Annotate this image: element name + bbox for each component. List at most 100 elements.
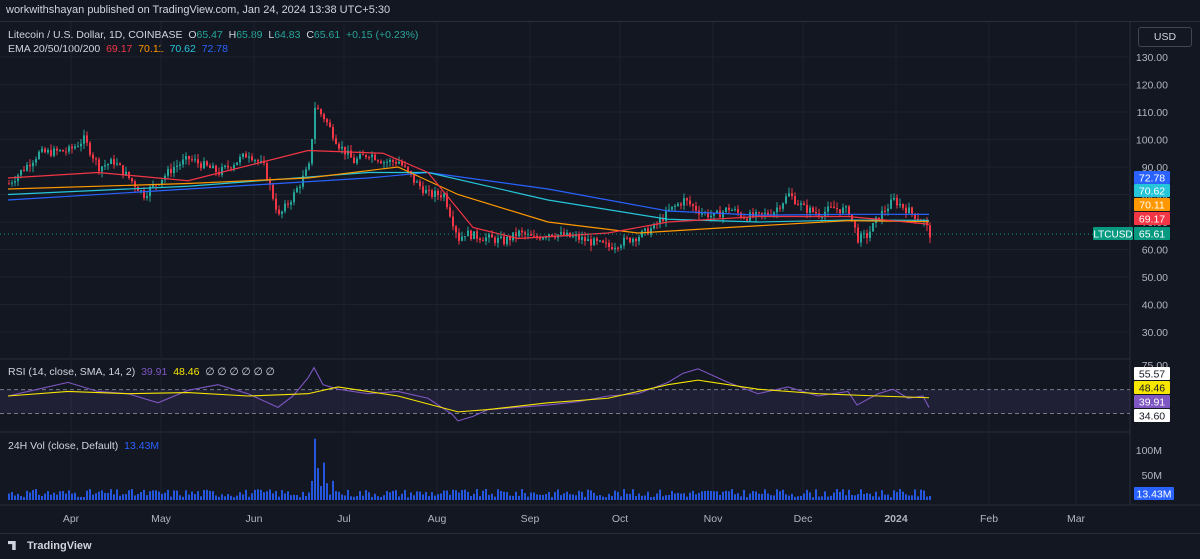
candle-body (470, 230, 472, 240)
price-tag (1134, 212, 1170, 225)
rsi-value: 39.91 (141, 366, 168, 378)
published-line: workwithshayan published on TradingView.… (6, 4, 391, 16)
candle-body (23, 170, 25, 172)
volume-bar (737, 493, 739, 500)
candle-body (14, 181, 16, 183)
brand-label: TradingView (27, 540, 92, 552)
rsi-placeholders: ∅ ∅ ∅ ∅ ∅ ∅ (205, 366, 275, 378)
candle-body (278, 209, 280, 214)
volume-bar (500, 490, 502, 500)
ema200-value: 72.78 (201, 43, 228, 55)
candle-body (98, 159, 100, 172)
volume-bar (134, 495, 136, 500)
candle-body (758, 212, 760, 214)
volume-bar (698, 492, 700, 500)
ema-legend[interactable]: EMA 20/50/100/200 69.17 70.11 70.62 72.7… (8, 42, 418, 56)
volume-bar (260, 489, 262, 500)
tradingview-logo[interactable]: TradingView (8, 540, 92, 552)
volume-bar (899, 489, 901, 500)
volume-bar (266, 491, 268, 500)
candle-body (929, 225, 931, 238)
candle-body (548, 234, 550, 238)
candle-body (188, 156, 190, 160)
volume-bar (740, 496, 742, 500)
volume-bar (29, 492, 31, 500)
candle-body (707, 212, 709, 218)
volume-bar (371, 496, 373, 500)
candle-body (260, 160, 262, 162)
candle-body (29, 164, 31, 167)
candle-body (587, 239, 589, 242)
volume-bar (242, 494, 244, 500)
candle-body (923, 220, 925, 222)
time-axis-tick: Aug (428, 513, 447, 525)
volume-bar (395, 490, 397, 500)
candle-body (125, 171, 127, 176)
volume-bar (521, 489, 523, 500)
volume-bar (593, 492, 595, 500)
volume-bar (857, 494, 859, 500)
price-tag (1134, 171, 1170, 184)
candle-body (95, 158, 97, 160)
volume-legend[interactable]: 24H Vol (close, Default) 13.43M (8, 440, 159, 452)
candle-body (803, 203, 805, 205)
ema-label: EMA 20/50/100/200 (8, 43, 101, 55)
candle-body (722, 211, 724, 218)
chart-canvas[interactable]: 130.00120.00110.00100.0090.0080.0070.006… (0, 0, 1200, 533)
candle-body (611, 247, 613, 250)
candle-body (101, 166, 103, 172)
volume-bar (35, 489, 37, 500)
volume-bar (347, 489, 349, 500)
volume-bar (824, 491, 826, 500)
volume-bar (314, 438, 316, 500)
volume-bar (665, 495, 667, 500)
candle-body (788, 193, 790, 197)
volume-bar (548, 492, 550, 500)
volume-bar (692, 490, 694, 500)
candle-body (830, 206, 832, 208)
price-axis-tick: 130.00 (1136, 52, 1168, 64)
candle-body (164, 175, 166, 180)
volume-bar (380, 496, 382, 500)
volume-bar (545, 494, 547, 500)
volume-bar (812, 497, 814, 500)
candle-body (902, 203, 904, 208)
candle-body (827, 206, 829, 212)
volume-bar (269, 489, 271, 500)
currency-button[interactable]: USD (1138, 27, 1192, 47)
volume-bar (20, 495, 22, 500)
volume-bar (476, 488, 478, 500)
symbol-legend[interactable]: Litecoin / U.S. Dollar, 1D, COINBASE O65… (8, 29, 419, 41)
candle-body (335, 138, 337, 144)
candle-body (668, 209, 670, 211)
candle-body (185, 156, 187, 160)
volume-bar (386, 491, 388, 500)
volume-bar (896, 492, 898, 500)
candle-body (53, 148, 55, 156)
volume-bar (794, 496, 796, 500)
volume-bar (245, 489, 247, 500)
candle-body (161, 179, 163, 185)
volume-bar (308, 492, 310, 500)
rsi-legend[interactable]: RSI (14, close, SMA, 14, 2) 39.91 48.46 … (8, 366, 275, 378)
candle-body (200, 163, 202, 169)
candle-body (365, 154, 367, 158)
candle-body (182, 159, 184, 165)
candle-body (782, 203, 784, 209)
candle-body (701, 212, 703, 215)
volume-bar (290, 495, 292, 500)
candle-body (8, 183, 10, 185)
volume-bar (803, 493, 805, 500)
volume-bar (77, 496, 79, 500)
volume-bar (584, 496, 586, 500)
candle-body (77, 146, 79, 148)
volume-bar (224, 496, 226, 500)
volume-bar (311, 480, 313, 500)
volume-bar (731, 489, 733, 500)
volume-bar (572, 494, 574, 500)
candle-body (233, 165, 235, 169)
volume-bar (233, 497, 235, 500)
volume-bar (599, 495, 601, 500)
volume-bar (221, 494, 223, 500)
volume-bar (749, 493, 751, 500)
